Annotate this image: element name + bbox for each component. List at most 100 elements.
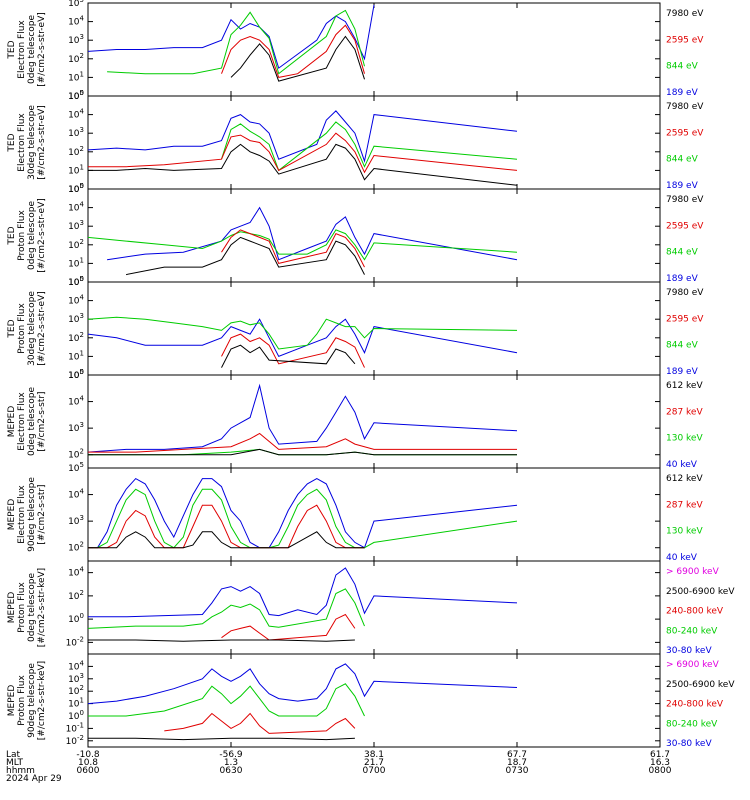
y-axis-label: TED	[7, 226, 17, 245]
series-line	[88, 143, 518, 186]
series-line	[88, 567, 518, 618]
series-line	[87, 316, 518, 350]
y-tick-label: 101	[68, 70, 84, 83]
x-row-label: Lat	[6, 750, 21, 760]
x-tick-label: 0700	[363, 766, 386, 776]
y-tick-label: 102	[68, 331, 84, 344]
y-tick-label: 105	[68, 0, 84, 9]
y-tick-label: 104	[68, 201, 84, 214]
series-line	[88, 683, 365, 717]
legend-entry: 130 keV	[666, 527, 703, 537]
y-tick-label: 105	[68, 275, 84, 288]
x-row-label: MLT	[6, 758, 24, 768]
y-axis-label: 90deg telescope	[27, 663, 37, 738]
y-tick-label: 103	[68, 312, 84, 325]
legend-entry: 844 eV	[666, 155, 699, 165]
legend-entry: 189 eV	[666, 181, 699, 191]
legend-entry: 2595 eV	[666, 35, 704, 45]
y-axis-label: 0deg telescope	[27, 573, 37, 643]
series-line	[126, 236, 365, 276]
y-tick-label: 102	[68, 589, 84, 602]
x-tick-label: 10.8	[78, 758, 98, 768]
series-line	[88, 737, 355, 741]
panel-frame	[87, 653, 661, 748]
legend-entry: 7980 eV	[666, 9, 704, 19]
y-tick-label: 105	[68, 182, 84, 195]
series-line	[107, 9, 365, 75]
y-tick-label: 103	[68, 219, 84, 232]
legend-entry: 844 eV	[666, 248, 699, 258]
x-tick-label: 0800	[649, 766, 672, 776]
legend-entry: 7980 eV	[666, 288, 704, 298]
y-axis-label: 0deg telescope	[27, 201, 37, 271]
legend-entry: 189 eV	[666, 88, 699, 98]
y-tick-label: 10-1	[66, 721, 84, 734]
x-tick-label: 16.3	[650, 758, 670, 768]
y-axis-label: [#/cm2-s-str-eV]	[37, 198, 47, 273]
date-label: 2024 Apr 29	[6, 774, 62, 784]
y-tick-label: 10-2	[66, 734, 84, 747]
series-line	[221, 229, 365, 268]
series-line	[221, 344, 356, 368]
legend-entry: > 6900 keV	[666, 567, 720, 577]
y-tick-label: 103	[68, 33, 84, 46]
y-tick-label: 104	[68, 395, 84, 408]
legend-entry: 240-800 keV	[666, 607, 724, 617]
y-tick-label: 100	[68, 709, 84, 722]
legend-entry: 844 eV	[666, 62, 699, 72]
y-tick-label: 101	[68, 349, 84, 362]
x-tick-label: 67.7	[507, 750, 527, 760]
y-tick-label: 100	[68, 612, 84, 625]
series-line	[87, 318, 518, 358]
y-axis-label: Proton Flux	[17, 303, 27, 354]
series-line	[87, 229, 518, 261]
legend-entry: 2595 eV	[666, 221, 704, 231]
series-line	[87, 588, 365, 629]
series-line	[221, 613, 356, 641]
y-tick-label: 105	[68, 89, 84, 102]
legend-entry: 240-800 keV	[666, 700, 724, 710]
panel-frame	[87, 374, 661, 469]
y-tick-label: 100	[68, 275, 84, 288]
x-tick-label: 1.3	[224, 758, 238, 768]
y-axis-label: TED	[7, 40, 17, 59]
series-line	[88, 448, 517, 456]
y-axis-label: Proton Flux	[17, 582, 27, 633]
x-tick-label: 0600	[77, 766, 100, 776]
y-axis-label: [#/cm2-s-str-eV]	[37, 105, 47, 180]
y-tick-label: 103	[68, 421, 84, 434]
y-axis-label: [#/cm2-s-str-eV]	[37, 291, 47, 366]
series-line	[88, 477, 518, 549]
legend-entry: 40 keV	[666, 460, 698, 470]
y-tick-label: 100	[68, 368, 84, 381]
y-tick-label: 103	[68, 126, 84, 139]
series-line	[107, 206, 518, 261]
series-line	[88, 432, 517, 453]
y-axis-label: Proton Flux	[17, 675, 27, 726]
series-line	[221, 24, 365, 78]
y-tick-label: 103	[68, 672, 84, 685]
series-line	[88, 639, 355, 642]
y-tick-label: 102	[68, 448, 84, 461]
y-tick-label: 100	[68, 182, 84, 195]
series-line	[88, 132, 518, 174]
y-tick-label: 105	[68, 461, 84, 474]
legend-entry: 80-240 keV	[666, 626, 718, 636]
legend-entry: 2500-6900 keV	[666, 680, 735, 690]
series-line	[88, 531, 365, 549]
legend-entry: 287 keV	[666, 407, 703, 417]
legend-entry: 30-80 keV	[666, 646, 712, 656]
series-line	[88, 448, 517, 456]
y-axis-label: [#/cm2-s-str-eV]	[37, 12, 47, 87]
x-tick-label: -56.9	[219, 750, 243, 760]
y-tick-label: 102	[68, 684, 84, 697]
series-line	[87, 110, 518, 163]
y-axis-label: 0deg telescope	[27, 387, 37, 457]
y-tick-label: 104	[68, 294, 84, 307]
series-line	[88, 504, 365, 549]
x-tick-label: 38.1	[364, 750, 384, 760]
legend-entry: 130 keV	[666, 434, 703, 444]
legend-entry: 30-80 keV	[666, 739, 712, 749]
